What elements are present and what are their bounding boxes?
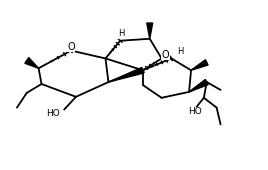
- Text: HO: HO: [188, 107, 202, 116]
- Polygon shape: [191, 60, 208, 70]
- Text: HO: HO: [46, 109, 60, 118]
- Polygon shape: [109, 67, 144, 82]
- Polygon shape: [189, 79, 208, 92]
- Text: O: O: [162, 49, 169, 60]
- Text: O: O: [67, 42, 75, 52]
- Polygon shape: [147, 23, 153, 39]
- Polygon shape: [25, 57, 39, 68]
- Text: H: H: [177, 47, 183, 56]
- Text: H: H: [118, 29, 124, 38]
